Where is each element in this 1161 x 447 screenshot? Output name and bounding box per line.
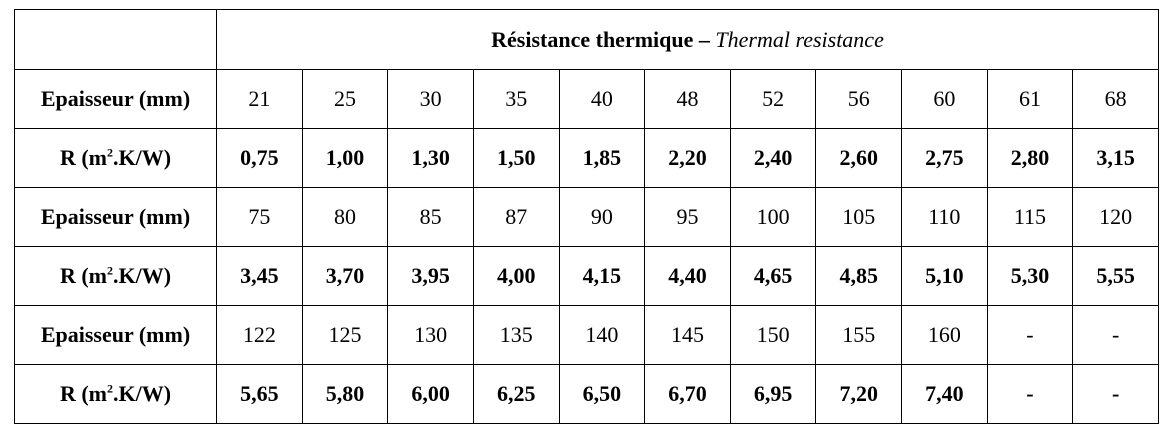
thickness-cell: 90: [558, 187, 646, 247]
resistance-label-exponent: 2: [106, 381, 113, 396]
resistance-cell: 6,70: [644, 364, 731, 424]
resistance-cell: 2,40: [729, 128, 817, 188]
resistance-cell: 1,30: [387, 128, 474, 188]
thickness-cell: 75: [216, 187, 303, 247]
thickness-cell: 30: [387, 69, 474, 129]
resistance-cell: 7,20: [815, 364, 902, 424]
resistance-cell: 2,80: [986, 128, 1074, 188]
resistance-cell: 4,15: [558, 246, 646, 306]
thickness-cell: -: [986, 305, 1074, 365]
resistance-label-exponent: 2: [106, 145, 113, 160]
thickness-cell: 21: [216, 69, 303, 129]
thickness-cell: 87: [472, 187, 560, 247]
resistance-cell: 4,85: [815, 246, 902, 306]
thickness-cell: 150: [729, 305, 817, 365]
resistance-cell: 0,75: [216, 128, 303, 188]
thickness-cell: 130: [387, 305, 474, 365]
resistance-row: R (m2.K/W) 0,75 1,00 1,30 1,50 1,85 2,20 2,40 2,…: [14, 128, 1159, 188]
thickness-cell: 145: [644, 305, 731, 365]
resistance-label: R (m2.K/W): [14, 364, 217, 424]
thickness-cell: 35: [472, 69, 560, 129]
thickness-cell: 110: [901, 187, 988, 247]
resistance-cell: 4,40: [644, 246, 731, 306]
resistance-label: R (m2.K/W): [14, 246, 217, 306]
resistance-row: R (m2.K/W) 3,45 3,70 3,95 4,00 4,15 4,40 4,65 4,…: [14, 246, 1159, 306]
thickness-cell: -: [1072, 305, 1159, 365]
thickness-cell: 135: [472, 305, 560, 365]
resistance-cell: 6,00: [387, 364, 474, 424]
resistance-cell: 1,50: [472, 128, 560, 188]
thickness-cell: 68: [1072, 69, 1159, 129]
table-title-fr: Résistance thermique –: [491, 26, 710, 52]
resistance-cell: 3,15: [1072, 128, 1159, 188]
resistance-label-exponent: 2: [106, 263, 113, 278]
resistance-label: R (m2.K/W): [14, 128, 217, 188]
table-body: Résistance thermique – Thermal resistanc…: [14, 9, 1159, 424]
resistance-cell: 2,20: [644, 128, 731, 188]
thickness-cell: 85: [387, 187, 474, 247]
resistance-cell: 2,60: [815, 128, 902, 188]
table-header-row: Résistance thermique – Thermal resistanc…: [14, 9, 1159, 70]
thickness-cell: 56: [815, 69, 902, 129]
thickness-cell: 100: [729, 187, 817, 247]
thickness-row: Epaisseur (mm) 21 25 30 35 40 48 52 56 60 61 68: [14, 69, 1159, 129]
thickness-cell: 95: [644, 187, 731, 247]
resistance-cell: 3,45: [216, 246, 303, 306]
thickness-row: Epaisseur (mm) 75 80 85 87 90 95 100 105 110 115 12…: [14, 187, 1159, 247]
resistance-cell: 7,40: [901, 364, 988, 424]
thickness-cell: 80: [301, 187, 389, 247]
thickness-cell: 105: [815, 187, 902, 247]
resistance-cell: 6,95: [729, 364, 817, 424]
thickness-cell: 25: [301, 69, 389, 129]
resistance-cell: 3,70: [301, 246, 389, 306]
resistance-cell: 5,55: [1072, 246, 1159, 306]
thickness-cell: 160: [901, 305, 988, 365]
resistance-cell: 4,00: [472, 246, 560, 306]
resistance-cell: -: [986, 364, 1074, 424]
resistance-cell: 5,65: [216, 364, 303, 424]
resistance-cell: 5,80: [301, 364, 389, 424]
resistance-label-suffix: .K/W): [112, 263, 172, 288]
thickness-cell: 122: [216, 305, 303, 365]
resistance-label-suffix: .K/W): [112, 145, 172, 170]
resistance-cell: 5,30: [986, 246, 1074, 306]
resistance-cell: -: [1072, 364, 1159, 424]
header-corner-cell: [14, 9, 217, 70]
thickness-cell: 125: [301, 305, 389, 365]
thickness-cell: 61: [986, 69, 1074, 129]
table-title: Résistance thermique – Thermal resistanc…: [216, 9, 1159, 70]
thickness-label: Epaisseur (mm): [14, 305, 217, 365]
resistance-cell: 6,50: [558, 364, 646, 424]
resistance-cell: 1,85: [558, 128, 646, 188]
resistance-cell: 1,00: [301, 128, 389, 188]
thickness-cell: 140: [558, 305, 646, 365]
thickness-cell: 120: [1072, 187, 1159, 247]
resistance-cell: 3,95: [387, 246, 474, 306]
resistance-cell: 6,25: [472, 364, 560, 424]
thickness-cell: 40: [558, 69, 646, 129]
thickness-label: Epaisseur (mm): [14, 69, 217, 129]
resistance-cell: 5,10: [901, 246, 988, 306]
thickness-cell: 155: [815, 305, 902, 365]
resistance-row: R (m2.K/W) 5,65 5,80 6,00 6,25 6,50 6,70 6,95 7,…: [14, 364, 1159, 424]
thickness-row: Epaisseur (mm) 122 125 130 135 140 145 150 155 16…: [14, 305, 1159, 365]
resistance-cell: 2,75: [901, 128, 988, 188]
resistance-label-prefix: R (m: [59, 381, 107, 406]
thickness-cell: 115: [986, 187, 1074, 247]
table-title-en: Thermal resistance: [715, 26, 884, 52]
thickness-cell: 52: [729, 69, 817, 129]
thickness-label: Epaisseur (mm): [14, 187, 217, 247]
thickness-cell: 48: [644, 69, 731, 129]
resistance-label-prefix: R (m: [59, 263, 107, 288]
thermal-resistance-table: Résistance thermique – Thermal resistanc…: [14, 9, 1159, 424]
resistance-label-suffix: .K/W): [112, 381, 172, 406]
resistance-label-prefix: R (m: [59, 145, 107, 170]
resistance-cell: 4,65: [729, 246, 817, 306]
thickness-cell: 60: [901, 69, 988, 129]
